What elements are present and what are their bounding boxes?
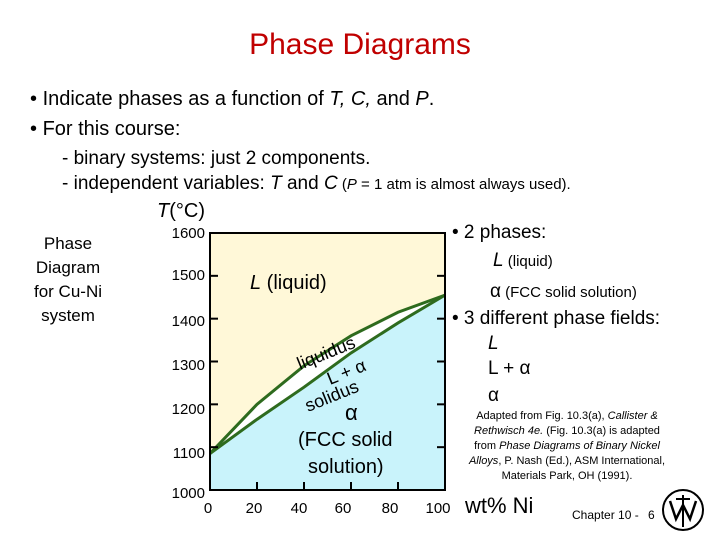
adapted-line: Adapted from Fig. 10.3(a), Callister & — [448, 409, 686, 424]
right-alpha-sym: α — [490, 281, 501, 302]
y-axis-label-unit: (°C) — [169, 200, 205, 222]
adapted-line: Alloys, P. Nash (Ed.), ASM International… — [448, 454, 686, 469]
bullet-course-text: For this course: — [42, 118, 181, 140]
adapted-line: Materials Park, OH (1991). — [501, 470, 633, 482]
sub-binary: - binary systems: just 2 components. — [62, 148, 371, 169]
bullet-phases-mid: and — [370, 88, 416, 110]
adapted-text: from — [474, 440, 500, 452]
right-liquid-sym: L — [493, 250, 504, 271]
liquidus-line — [208, 293, 446, 455]
y-tick-label: 1000 — [171, 485, 205, 502]
sub-variables: - independent variables: T and C (P = 1 … — [62, 173, 571, 195]
y-tick-label: 1500 — [171, 267, 205, 284]
x-tick-label: 20 — [245, 500, 263, 517]
x-tick-label: 0 — [203, 500, 213, 517]
right-field-l: L — [488, 333, 499, 354]
x-tick-label: 40 — [290, 500, 308, 517]
right-field-alpha: α — [488, 385, 499, 406]
adapted-text: Adapted from Fig. 10.3(a), — [476, 410, 608, 422]
bullet-phases-text: Indicate phases as a function of — [42, 88, 330, 110]
sub-variables-note-p: P — [346, 176, 357, 193]
footer-page: 6 — [648, 508, 655, 522]
solidus-line — [209, 293, 446, 455]
right-alpha-text: (FCC solid solution) — [500, 284, 637, 301]
alpha-region-symbol: α — [345, 400, 358, 425]
y-tick-label: 1600 — [171, 225, 205, 242]
side-label-line: Diagram — [35, 258, 101, 277]
alpha-region-text-1: (FCC solid — [298, 429, 393, 451]
bullet-course: • For this course: — [30, 118, 181, 140]
right-field-l-alpha: L + α — [488, 358, 531, 379]
right-liquid: L (liquid) — [493, 250, 553, 272]
university-logo-icon — [662, 489, 704, 531]
sub-variables-c: C — [323, 173, 338, 194]
y-tick-label: 1300 — [171, 357, 205, 374]
sub-variables-note-open: ( — [337, 176, 347, 193]
x-tick-label: 100 — [425, 500, 451, 517]
liquid-region-sym: L — [250, 272, 262, 294]
sub-variables-note-rest: = 1 atm is almost always used). — [356, 176, 571, 193]
bullet-phases: • Indicate phases as a function of T, C,… — [30, 88, 435, 110]
sub-variables-prefix: - independent variables: — [62, 173, 271, 194]
y-axis-label: T(°C) — [157, 200, 205, 223]
liquid-region — [210, 233, 445, 454]
right-alpha: α (FCC solid solution) — [490, 281, 637, 303]
liquid-region-label: L (liquid) — [250, 272, 327, 295]
bullet-phases-vars: T, C, — [329, 88, 371, 110]
x-tick-label: 80 — [381, 500, 399, 517]
adapted-line: from Phase Diagrams of Binary Nickel — [448, 439, 686, 454]
adapted-italic: Alloys — [468, 455, 499, 467]
right-three-fields: • 3 different phase fields: — [452, 308, 661, 329]
side-label: Phase Diagram for Cu-Ni system — [28, 232, 108, 328]
right-two-phases: • 2 phases: — [452, 222, 547, 243]
side-label-line: for Cu-Ni — [33, 282, 102, 301]
alpha-region-text-2: solution) — [308, 456, 384, 478]
y-tick-label: 1400 — [171, 313, 205, 330]
x-tick-label: 60 — [334, 500, 352, 517]
side-label-line: system — [41, 306, 95, 325]
adapted-text: (Fig. 10.3(a) is adapted — [543, 425, 660, 437]
bullet-phases-var-p: P — [415, 88, 429, 110]
adapted-text: , P. Nash (Ed.), ASM International, — [498, 455, 666, 467]
sub-variables-t: T — [270, 173, 282, 194]
y-tick-label: 1200 — [171, 401, 205, 418]
footer-chapter: Chapter 10 - — [572, 508, 639, 522]
y-axis-ticks — [210, 232, 445, 491]
adapted-line: Rethwisch 4e. (Fig. 10.3(a) is adapted — [448, 424, 686, 439]
liquid-region-text: (liquid) — [261, 272, 327, 294]
side-label-line: Phase — [43, 234, 93, 253]
y-axis-label-var: T — [157, 200, 170, 222]
x-axis-label: wt% Ni — [465, 493, 534, 518]
adapted-italic: Callister & — [607, 410, 658, 422]
adapted-note: Adapted from Fig. 10.3(a), Callister & R… — [448, 409, 686, 484]
page-title: Phase Diagrams — [249, 28, 471, 61]
y-tick-label: 1100 — [172, 445, 205, 462]
adapted-italic: Rethwisch 4e. — [474, 425, 544, 437]
adapted-italic: Phase Diagrams of Binary Nickel — [499, 440, 660, 452]
alpha-region — [210, 295, 445, 490]
sub-variables-and: and — [281, 173, 324, 194]
bullet-phases-end: . — [428, 88, 435, 110]
right-liquid-text: (liquid) — [503, 253, 553, 270]
x-axis-ticks — [209, 482, 446, 490]
